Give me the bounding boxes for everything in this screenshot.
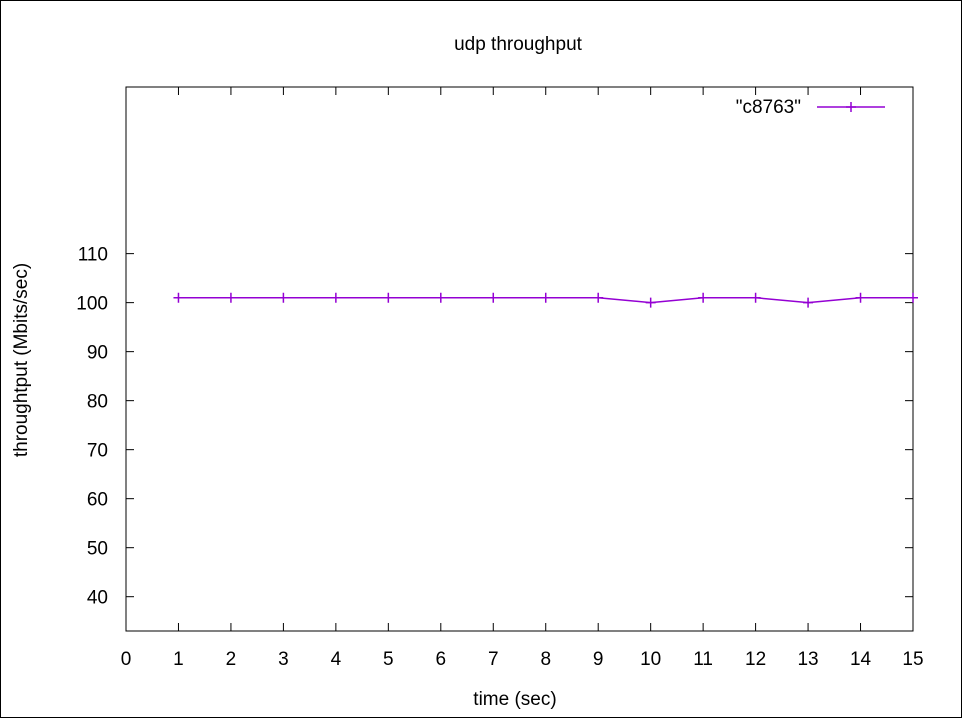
x-tick-label: 1 (173, 649, 184, 670)
y-tick-label: 110 (78, 245, 108, 266)
data-point-marker (173, 292, 184, 303)
x-tick-label: 9 (593, 649, 604, 670)
data-point-marker (330, 292, 341, 303)
x-tick-label: 0 (121, 649, 132, 670)
data-point-marker (435, 292, 446, 303)
y-axis-label: throughtput (Mbits/sec) (11, 263, 32, 457)
x-tick-label: 15 (902, 649, 923, 670)
data-point-marker (908, 292, 918, 303)
x-axis-ticks: 0 1 2 3 4 5 6 7 8 9 10 11 12 13 14 15 (121, 87, 924, 670)
x-tick-label: 8 (540, 649, 551, 670)
data-point-marker (540, 292, 551, 303)
data-point-marker (383, 292, 394, 303)
y-tick-label: 90 (87, 343, 108, 364)
data-point-marker (593, 292, 604, 303)
x-tick-label: 10 (640, 649, 661, 670)
chart-title: udp throughput (454, 34, 583, 55)
legend-marker (846, 102, 856, 112)
data-point-marker (803, 297, 814, 308)
x-tick-label: 2 (226, 649, 237, 670)
x-tick-label: 14 (850, 649, 872, 670)
x-tick-label: 4 (331, 649, 342, 670)
x-tick-label: 12 (745, 649, 766, 670)
y-axis-ticks: 40 50 60 70 80 90 100 110 (76, 245, 913, 609)
series-layer (173, 292, 918, 308)
data-point-marker (750, 292, 761, 303)
legend-entry-label: "c8763" (736, 97, 801, 118)
y-tick-label: 60 (87, 490, 108, 511)
x-tick-label: 3 (278, 649, 289, 670)
y-tick-label: 70 (87, 441, 108, 462)
y-tick-label: 80 (87, 392, 108, 413)
data-point-marker (225, 292, 236, 303)
x-tick-label: 6 (436, 649, 447, 670)
y-tick-label: 100 (76, 294, 108, 315)
y-tick-label: 40 (87, 588, 108, 609)
x-tick-label: 13 (797, 649, 818, 670)
legend: "c8763" (736, 97, 885, 118)
data-point-marker (645, 297, 656, 308)
x-tick-label: 7 (488, 649, 499, 670)
data-point-marker (278, 292, 289, 303)
x-tick-label: 11 (693, 649, 713, 670)
x-axis-label: time (sec) (473, 689, 556, 710)
plot-area-border (125, 86, 914, 632)
x-tick-label: 5 (383, 649, 394, 670)
data-point-marker (488, 292, 499, 303)
data-point-marker (698, 292, 709, 303)
y-tick-label: 50 (87, 539, 108, 560)
data-point-marker (855, 292, 866, 303)
